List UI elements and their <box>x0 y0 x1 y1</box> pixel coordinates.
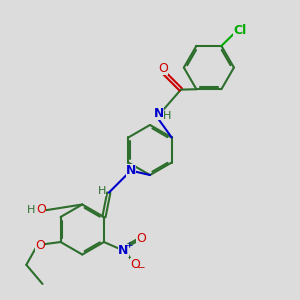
Text: N: N <box>118 244 129 256</box>
Text: −: − <box>137 263 146 273</box>
Text: Cl: Cl <box>233 24 246 37</box>
Text: N: N <box>126 164 136 177</box>
Text: +: + <box>125 241 132 250</box>
Text: O: O <box>136 232 146 245</box>
Text: O: O <box>36 203 46 216</box>
Text: H: H <box>27 205 35 215</box>
Text: O: O <box>130 258 140 271</box>
Text: O: O <box>158 62 168 75</box>
Text: O: O <box>35 239 45 252</box>
Text: H: H <box>163 111 171 121</box>
Text: H: H <box>98 186 106 196</box>
Text: N: N <box>154 107 164 120</box>
